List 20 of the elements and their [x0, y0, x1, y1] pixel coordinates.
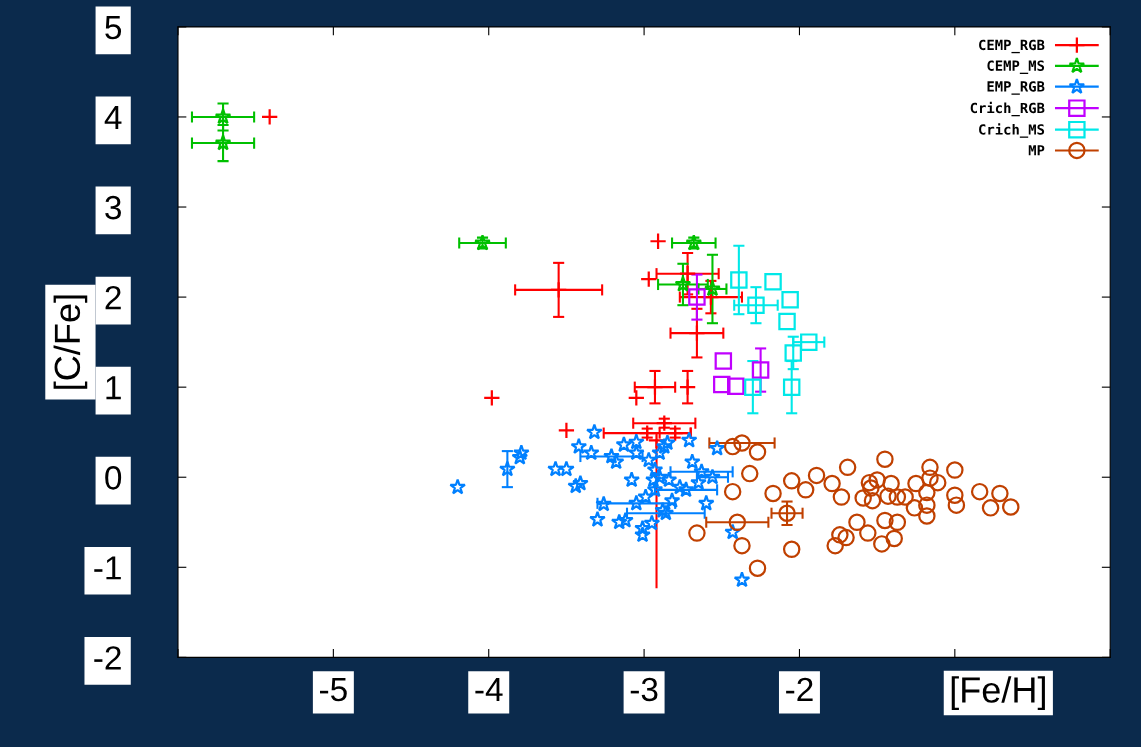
y-tick-label: 0 [105, 466, 122, 490]
y-tick-label: 5 [105, 16, 122, 40]
legend-label: EMP_RGB [987, 81, 1045, 95]
legend-label: CEMP_RGB [979, 39, 1045, 54]
x-tick-label: -3 [630, 677, 658, 702]
legend-label: Crich_RGB [970, 101, 1045, 117]
x-tick-label: -2 [786, 677, 813, 701]
legend-label: CEMP_MS [987, 60, 1045, 74]
y-tick-label: 2 [105, 285, 121, 310]
y-tick-label: -2 [94, 646, 121, 670]
y-tick-label: -1 [94, 556, 121, 580]
x-axis-title: [Fe/H] [951, 676, 1045, 710]
x-tick-label: -4 [475, 678, 503, 701]
y-axis-title: [C/Fe] [53, 295, 88, 389]
y-tick-label: 4 [104, 106, 122, 130]
x-tick-label: -5 [320, 678, 347, 702]
y-tick-label: 1 [106, 376, 121, 400]
legend-label: Crich_MS [979, 123, 1045, 138]
legend-label: MP [1028, 145, 1045, 156]
y-tick-label: 3 [105, 195, 121, 220]
